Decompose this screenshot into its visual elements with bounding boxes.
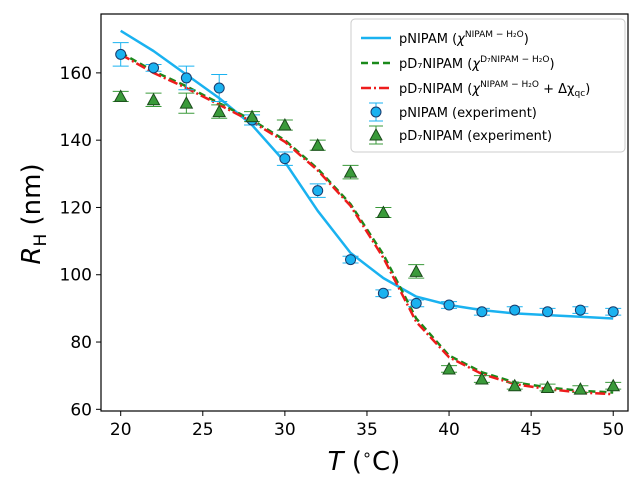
- data-point-triangle: [343, 165, 358, 178]
- y-tick-label: 140: [60, 131, 92, 151]
- plot-frame: [100, 13, 629, 412]
- x-axis-label: T (∘C): [328, 445, 401, 477]
- data-point-circle: [279, 153, 291, 165]
- y-tick-label: 80: [70, 333, 92, 353]
- x-tick-label: 40: [438, 420, 460, 440]
- y-axis-label-sub: H: [31, 234, 51, 247]
- y-axis-label: RH (nm): [17, 163, 51, 264]
- y-tick-label: 100: [60, 266, 92, 286]
- data-point-circle: [115, 48, 127, 60]
- legend-entry-pnipam-experiment: pNIPAM (experiment): [369, 102, 537, 122]
- y-tick-label: 60: [70, 400, 92, 420]
- data-point-triangle: [113, 89, 128, 102]
- data-point-circle: [377, 287, 389, 299]
- data-point-triangle: [310, 138, 325, 151]
- data-point-circle: [476, 306, 488, 318]
- x-tick-label: 20: [110, 420, 132, 440]
- x-axis-label-unit: C): [372, 447, 400, 477]
- plot-marks: [112, 29, 622, 396]
- data-point-triangle: [606, 378, 621, 392]
- data-point-triangle: [573, 382, 588, 395]
- y-axis-label-symbol: R: [17, 247, 47, 265]
- y-axis-label-unit: (nm): [17, 163, 47, 233]
- data-point-triangle: [245, 109, 259, 123]
- legend-series-name: pD₇NIPAM: [399, 82, 463, 97]
- x-tick-label: 25: [192, 420, 214, 440]
- legend-chi-symbol: χ: [471, 57, 481, 72]
- series-points-circle: [112, 42, 622, 318]
- legend: pNIPAM (χNIPAM − H₂O) pD₇NIPAM (χD₇NIPAM…: [350, 18, 626, 153]
- data-point-circle: [542, 306, 554, 318]
- legend-series-name: pNIPAM: [399, 32, 448, 47]
- data-point-circle: [180, 72, 192, 84]
- data-point-triangle: [278, 117, 292, 131]
- data-point-triangle: [409, 264, 424, 277]
- data-point-circle: [213, 82, 225, 94]
- data-point-triangle: [475, 371, 489, 385]
- legend-entry-pd7nipam-experiment: pD₇NIPAM (experiment): [369, 125, 552, 145]
- legend-chi-symbol: χ: [456, 32, 466, 47]
- legend-superscript: D₇NIPAM − H₂O: [480, 55, 549, 65]
- legend-circle-marker: [370, 106, 382, 118]
- series-line-dashed: [120, 51, 614, 394]
- data-point-circle: [607, 306, 619, 318]
- data-point-circle: [574, 304, 586, 316]
- series-points-triangle: [112, 89, 622, 395]
- data-point-triangle: [540, 380, 555, 393]
- data-point-circle: [312, 185, 324, 197]
- x-tick-label: 45: [520, 420, 542, 440]
- legend-delta-chi: Δχ: [558, 82, 575, 97]
- legend-delta-sub: qc: [575, 89, 586, 99]
- legend-superscript: NIPAM − H₂O: [465, 30, 524, 40]
- legend-label: pD₇NIPAM (χNIPAM − H₂O + Δχqc): [399, 80, 590, 99]
- data-point-circle: [443, 299, 455, 311]
- legend-series-name: pD₇NIPAM: [399, 57, 463, 72]
- y-tick-label: 160: [60, 64, 92, 84]
- ticks-layer: 20 25 30 35 40 45 50 60 80 100 120 140 160: [60, 64, 624, 440]
- x-axis-label-degree: ∘: [362, 445, 372, 464]
- x-axis-label-symbol: T: [328, 447, 346, 477]
- series-line-solid: [120, 29, 614, 320]
- legend-label: pNIPAM (experiment): [399, 106, 537, 121]
- legend-triangle-marker: [369, 127, 383, 141]
- data-point-circle: [345, 254, 357, 266]
- x-tick-label: 35: [356, 420, 378, 440]
- data-point-triangle: [442, 361, 456, 375]
- x-tick-label: 50: [602, 420, 624, 440]
- data-point-circle: [410, 297, 422, 309]
- legend-label: pD₇NIPAM (experiment): [399, 129, 552, 144]
- data-point-triangle: [212, 104, 227, 118]
- data-point-circle: [148, 62, 160, 74]
- legend-box: [350, 18, 626, 153]
- x-tick-label: 30: [274, 420, 296, 440]
- legend-superscript: NIPAM − H₂O: [480, 80, 539, 90]
- legend-entry-pd7nipam-corrected: pD₇NIPAM (χNIPAM − H₂O + Δχqc): [361, 80, 590, 99]
- data-point-triangle: [376, 205, 391, 218]
- plot-layer: [112, 29, 622, 396]
- y-tick-label: 120: [60, 198, 92, 218]
- data-point-triangle: [146, 92, 161, 106]
- x-axis-label-open: (: [344, 447, 362, 477]
- series-line-dashdot: [120, 53, 614, 396]
- data-point-triangle: [179, 96, 194, 109]
- legend-chi-symbol: χ: [471, 82, 481, 97]
- data-point-circle: [509, 304, 521, 316]
- data-point-triangle: [507, 378, 522, 392]
